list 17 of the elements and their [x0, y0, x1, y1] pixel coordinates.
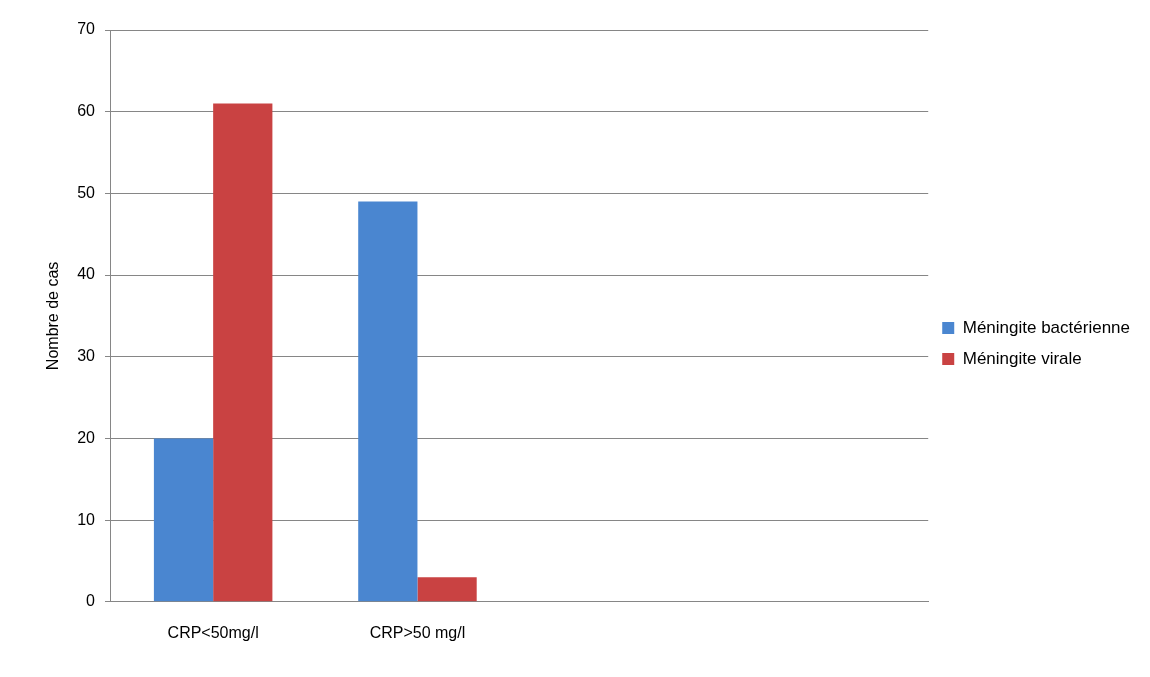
y-axis-title: Nombre de cas — [44, 261, 62, 371]
y-tick-label: 40 — [77, 265, 96, 283]
legend-label: Méningite virale — [962, 348, 1082, 368]
y-tick-label: 0 — [86, 592, 96, 610]
bar — [153, 438, 214, 602]
y-tick-label: 70 — [77, 20, 96, 38]
y-tick-label: 10 — [77, 510, 96, 528]
bar — [213, 103, 273, 602]
legend-label: Méningite bactérienne — [962, 317, 1130, 337]
x-tick-label: CRP<50mg/l — [167, 623, 259, 641]
bar — [417, 577, 477, 602]
x-tick-label: CRP>50 mg/l — [369, 623, 466, 641]
y-tick-label: 60 — [77, 102, 96, 120]
y-tick-label: 50 — [77, 183, 96, 201]
y-tick-label: 20 — [77, 428, 96, 446]
bar — [358, 201, 418, 602]
y-tick-label: 30 — [77, 347, 96, 365]
